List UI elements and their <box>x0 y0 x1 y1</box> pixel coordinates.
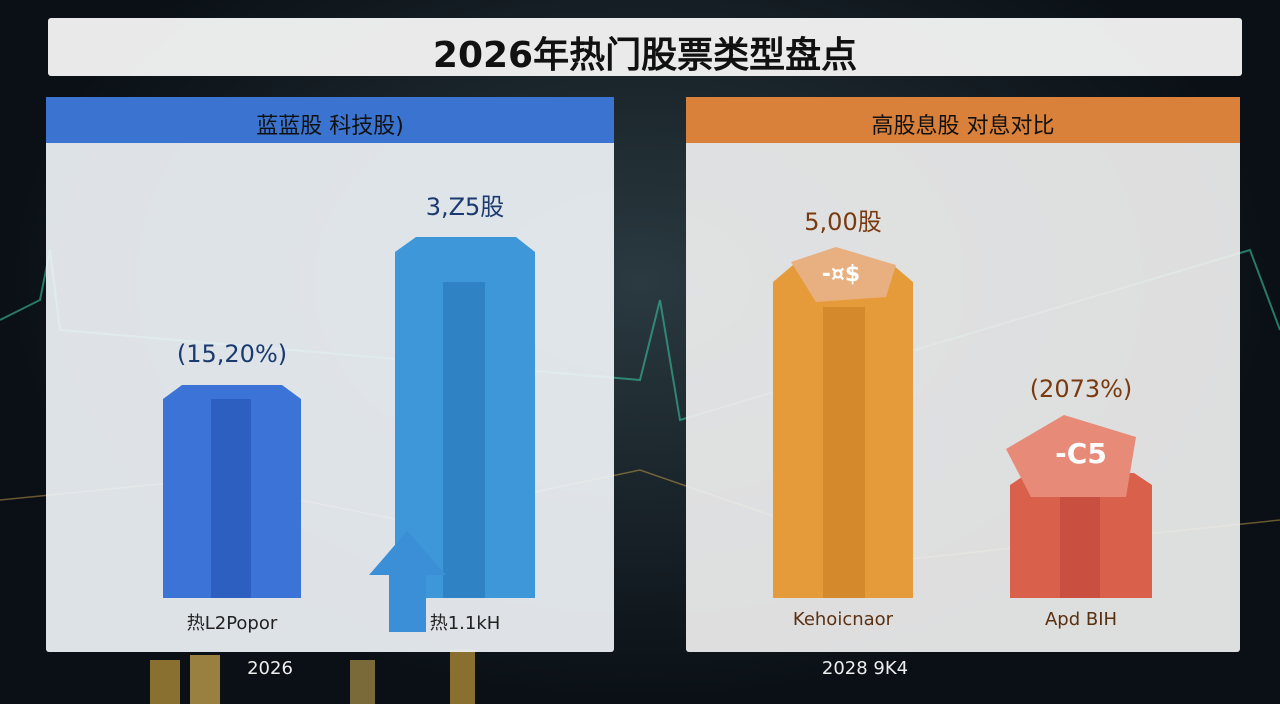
panel-header: 蓝蓝股 科技股) <box>46 97 614 143</box>
value-label: 5,00股 <box>804 208 882 236</box>
panel-header: 高股息股 对息对比 <box>686 97 1240 143</box>
arrow <box>369 531 446 632</box>
bar-label: 热L2Popor <box>186 613 278 634</box>
bar-face <box>823 307 865 598</box>
panel-footer: 2026 <box>247 658 293 679</box>
bar-label: 热1.1kH <box>429 613 501 634</box>
panel-title: 高股息股 对息对比 <box>871 114 1055 139</box>
bar-label: Kehoicnaor <box>792 609 894 630</box>
bar-face <box>1060 497 1100 598</box>
panel-footer: 2028 9K4 <box>821 658 909 679</box>
panel: 蓝蓝股 科技股) (15,20%) 3,Z5股 热L2Popor 热1.1kH <box>46 97 614 652</box>
value-label: (2073%) <box>1029 375 1133 403</box>
bar-face <box>211 399 251 598</box>
title: 2026年热门股票类型盘点 <box>432 35 858 76</box>
value-label: 3,Z5股 <box>425 193 505 221</box>
badge-label: -C5 <box>1055 437 1107 470</box>
bars <box>163 237 535 632</box>
bar-label: Apd BIH <box>1044 609 1118 630</box>
badge-label: -¤$ <box>821 262 861 287</box>
bar-face <box>443 282 485 598</box>
title-bar: 2026年热门股票类型盘点 <box>48 18 1242 76</box>
badge <box>1006 415 1136 497</box>
panel-title: 蓝蓝股 科技股) <box>256 114 404 139</box>
value-label: (15,20%) <box>176 340 288 368</box>
panel: 高股息股 对息对比 5,00股 -¤$ (2073%) -C5 Kehoicna… <box>686 97 1240 652</box>
bars <box>773 247 1152 598</box>
badge <box>791 247 896 302</box>
